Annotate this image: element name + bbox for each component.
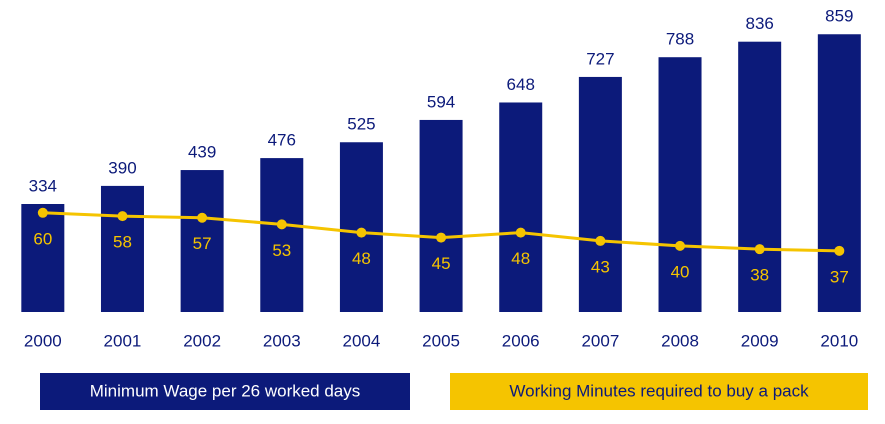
line-point xyxy=(754,244,765,255)
bar-value-label: 859 xyxy=(825,7,853,26)
line-value-label: 48 xyxy=(511,249,530,268)
line-point xyxy=(834,245,845,256)
line-point xyxy=(197,212,208,223)
bar-value-label: 727 xyxy=(586,49,614,68)
x-tick-label: 2008 xyxy=(661,331,699,350)
bar-value-label: 594 xyxy=(427,92,455,111)
bar-value-label: 334 xyxy=(29,176,57,195)
x-tick-label: 2010 xyxy=(820,331,858,350)
line-value-label: 40 xyxy=(671,262,690,281)
x-tick-label: 2006 xyxy=(502,331,540,350)
bar-value-label: 788 xyxy=(666,30,694,49)
bar xyxy=(100,185,144,312)
bar-value-label: 648 xyxy=(507,75,535,94)
line-value-label: 45 xyxy=(432,254,451,273)
bar-value-label: 390 xyxy=(108,158,136,177)
bar-value-label: 836 xyxy=(745,14,773,33)
x-tick-label: 2002 xyxy=(183,331,221,350)
bar xyxy=(180,170,224,312)
bar xyxy=(339,142,383,312)
bar xyxy=(419,119,463,312)
legend-box xyxy=(40,373,410,410)
line-value-label: 38 xyxy=(750,266,769,285)
bar-value-label: 525 xyxy=(347,115,375,134)
bar xyxy=(658,57,702,312)
line-point xyxy=(117,211,128,222)
x-tick-label: 2000 xyxy=(24,331,62,350)
line-point xyxy=(37,207,48,218)
line-value-label: 58 xyxy=(113,233,132,252)
x-tick-label: 2009 xyxy=(741,331,779,350)
legend-label: Minimum Wage per 26 worked days xyxy=(90,381,361,400)
x-tick-label: 2001 xyxy=(104,331,142,350)
line-point xyxy=(276,219,287,230)
bar xyxy=(21,204,65,312)
bar xyxy=(738,41,782,313)
bar xyxy=(578,76,622,312)
line-point xyxy=(356,227,367,238)
bar xyxy=(499,102,543,312)
bar xyxy=(260,158,304,312)
line-value-label: 43 xyxy=(591,257,610,276)
line-point xyxy=(515,227,526,238)
line-value-label: 60 xyxy=(33,229,52,248)
line-value-label: 57 xyxy=(193,234,212,253)
line-point xyxy=(675,240,686,251)
line-value-label: 48 xyxy=(352,249,371,268)
line-point xyxy=(436,232,447,243)
x-tick-label: 2007 xyxy=(581,331,619,350)
bar-value-label: 439 xyxy=(188,143,216,162)
bar-value-label: 476 xyxy=(268,131,296,150)
legend-box xyxy=(450,373,868,410)
x-tick-label: 2004 xyxy=(343,331,381,350)
line-value-label: 53 xyxy=(272,241,291,260)
x-tick-label: 2003 xyxy=(263,331,301,350)
bar xyxy=(817,34,861,313)
line-point xyxy=(595,235,606,246)
line-value-label: 37 xyxy=(830,267,849,286)
x-tick-label: 2005 xyxy=(422,331,460,350)
legend-label: Working Minutes required to buy a pack xyxy=(509,381,809,400)
